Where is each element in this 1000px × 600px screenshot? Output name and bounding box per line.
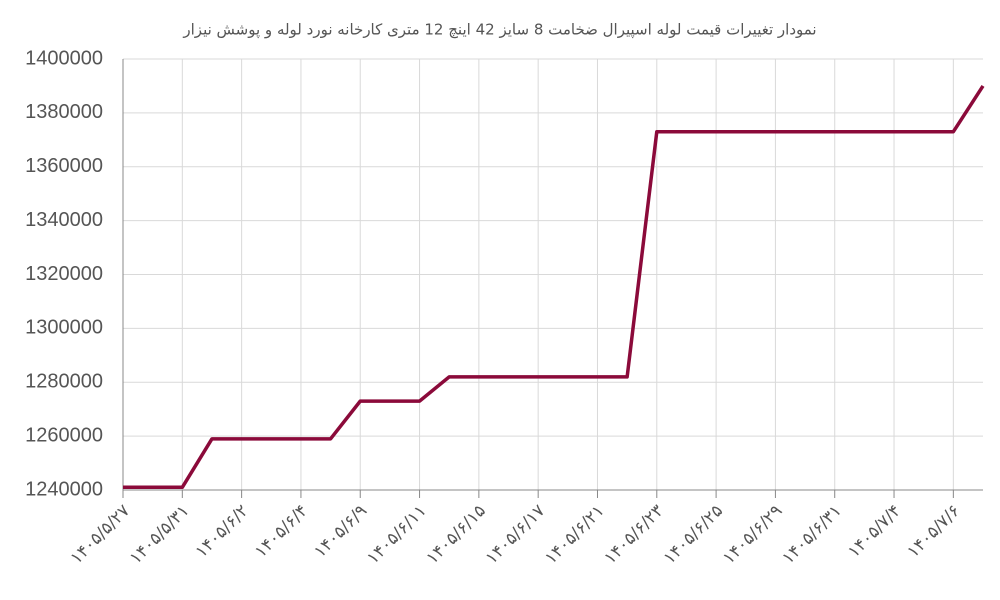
x-tick-label: ۱۴۰۵/۵/۳۱	[126, 501, 193, 568]
y-tick-label: 1360000	[25, 155, 103, 177]
x-tick-label: ۱۴۰۵/۶/۲۱	[541, 501, 608, 568]
y-tick-label: 1300000	[25, 317, 103, 339]
y-tick-label: 1320000	[25, 263, 103, 285]
x-tick-label: ۱۴۰۵/۶/۲۵	[660, 501, 727, 568]
x-tick-label: ۱۴۰۵/۵/۲۷	[67, 501, 134, 568]
x-tick-label: ۱۴۰۵/۷/۶	[903, 501, 964, 562]
x-tick-label: ۱۴۰۵/۶/۹	[310, 501, 371, 562]
x-tick-label: ۱۴۰۵/۶/۲۹	[719, 501, 786, 568]
y-tick-label: 1240000	[25, 478, 103, 500]
line-series	[123, 84, 985, 490]
x-tick-label: ۱۴۰۵/۶/۳۱	[778, 501, 845, 568]
x-tick-label: ۱۴۰۵/۶/۲۳	[600, 501, 667, 568]
x-tick-label: ۱۴۰۵/۷/۴	[844, 501, 905, 562]
y-tick-label: 1380000	[25, 101, 103, 123]
x-tick-label: ۱۴۰۵/۶/۱۱	[363, 501, 430, 568]
y-tick-label: 1260000	[25, 424, 103, 446]
y-tick-label: 1400000	[25, 47, 103, 69]
x-tick-label: ۱۴۰۵/۶/۲	[192, 501, 253, 562]
y-tick-label: 1340000	[25, 209, 103, 231]
x-tick-label: ۱۴۰۵/۶/۴	[251, 501, 312, 562]
x-tick-label: ۱۴۰۵/۶/۱۷	[482, 501, 549, 568]
y-tick-label: 1280000	[25, 371, 103, 393]
chart-title: نمودار تغییرات قیمت لوله اسپیرال ضخامت 8…	[182, 21, 816, 40]
x-tick-label: ۱۴۰۵/۶/۱۵	[422, 501, 489, 568]
